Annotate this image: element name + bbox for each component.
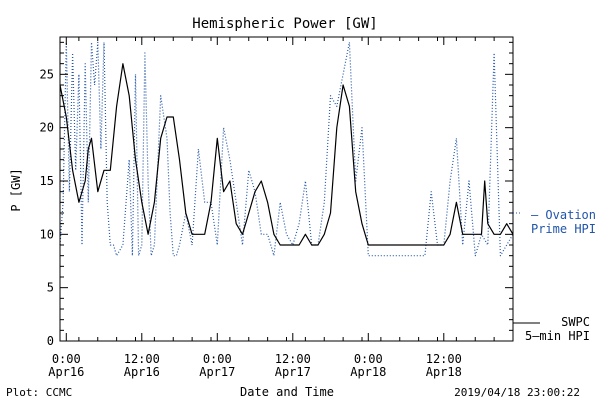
legend-ovation-line1: – Ovation xyxy=(531,208,596,222)
x-tick-label-date: Apr18 xyxy=(426,365,462,379)
y-tick-label: 15 xyxy=(40,174,54,188)
x-tick-label-date: Apr17 xyxy=(275,365,311,379)
y-axis-ticks: 0 5 10 15 20 25 xyxy=(40,41,513,348)
footer-timestamp: 2019/04/18 23:00:22 xyxy=(454,386,580,399)
x-tick-label-date: Apr18 xyxy=(350,365,386,379)
x-tick-label-date: Apr16 xyxy=(48,365,84,379)
legend-swpc-line1: SWPC xyxy=(561,315,590,329)
x-tick-label-time: 12:00 xyxy=(275,352,311,366)
x-tick-label-time: 12:00 xyxy=(124,352,160,366)
x-tick-label-date: Apr17 xyxy=(199,365,235,379)
plot-frame xyxy=(59,36,514,342)
footer-plot-source: Plot: CCMC xyxy=(6,386,72,399)
x-tick-label-date: Apr16 xyxy=(124,365,160,379)
x-tick-label-time: 0:00 xyxy=(52,352,81,366)
y-tick-label: 5 xyxy=(47,281,54,295)
y-tick-label: 20 xyxy=(40,121,54,135)
y-tick-label: 0 xyxy=(47,334,54,348)
x-tick-label-time: 12:00 xyxy=(426,352,462,366)
legend-ovation-line2: Prime HPI xyxy=(531,222,596,236)
series-layer xyxy=(59,41,514,257)
series-line-swpc-5-min-hpi xyxy=(59,63,514,246)
y-axis-label: P [GW] xyxy=(9,168,23,211)
series-line-ovation-prime-hpi xyxy=(59,41,514,257)
x-tick-label-time: 0:00 xyxy=(203,352,232,366)
x-axis-ticks: 0:00Apr1612:00Apr160:00Apr1712:00Apr170:… xyxy=(48,37,495,379)
y-tick-label: 10 xyxy=(40,227,54,241)
x-axis-label: Date and Time xyxy=(240,385,334,399)
x-tick-label-time: 0:00 xyxy=(354,352,383,366)
legend: – Ovation Prime HPI SWPC 5–min HPI xyxy=(513,208,596,343)
chart-title: Hemispheric Power [GW] xyxy=(192,16,377,32)
legend-swpc-line2: 5–min HPI xyxy=(525,329,590,343)
y-tick-label: 25 xyxy=(40,67,54,81)
